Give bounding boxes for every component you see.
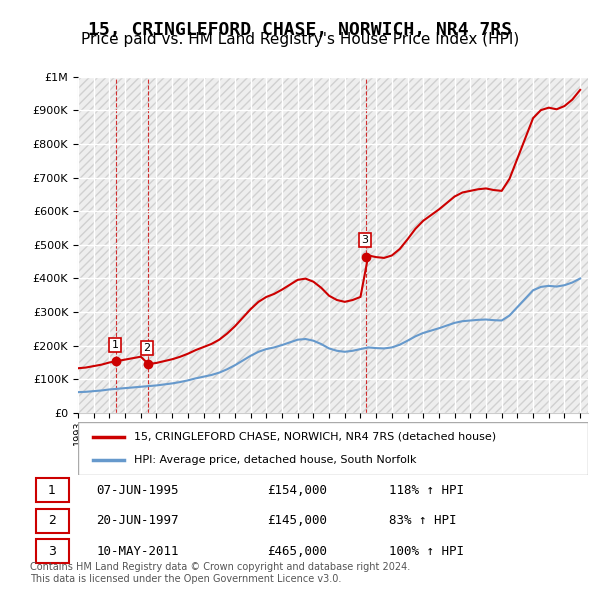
Text: 2: 2 <box>143 343 151 353</box>
FancyBboxPatch shape <box>35 509 68 533</box>
Text: 15, CRINGLEFORD CHASE, NORWICH, NR4 7RS: 15, CRINGLEFORD CHASE, NORWICH, NR4 7RS <box>88 21 512 39</box>
FancyBboxPatch shape <box>35 539 68 563</box>
Text: Price paid vs. HM Land Registry's House Price Index (HPI): Price paid vs. HM Land Registry's House … <box>81 32 519 47</box>
Text: 1: 1 <box>48 484 56 497</box>
Text: Contains HM Land Registry data © Crown copyright and database right 2024.
This d: Contains HM Land Registry data © Crown c… <box>30 562 410 584</box>
Text: 15, CRINGLEFORD CHASE, NORWICH, NR4 7RS (detached house): 15, CRINGLEFORD CHASE, NORWICH, NR4 7RS … <box>134 432 496 442</box>
Text: 3: 3 <box>361 235 368 245</box>
FancyBboxPatch shape <box>78 422 588 475</box>
Text: 100% ↑ HPI: 100% ↑ HPI <box>389 545 464 558</box>
Text: 3: 3 <box>48 545 56 558</box>
Text: 1: 1 <box>112 340 119 350</box>
Text: £145,000: £145,000 <box>268 514 328 527</box>
Text: 07-JUN-1995: 07-JUN-1995 <box>96 484 179 497</box>
Text: 118% ↑ HPI: 118% ↑ HPI <box>389 484 464 497</box>
FancyBboxPatch shape <box>35 478 68 502</box>
Text: 2: 2 <box>48 514 56 527</box>
Text: 83% ↑ HPI: 83% ↑ HPI <box>389 514 457 527</box>
Text: 20-JUN-1997: 20-JUN-1997 <box>96 514 179 527</box>
Text: HPI: Average price, detached house, South Norfolk: HPI: Average price, detached house, Sout… <box>134 455 416 465</box>
Text: £465,000: £465,000 <box>268 545 328 558</box>
Text: £154,000: £154,000 <box>268 484 328 497</box>
Text: 10-MAY-2011: 10-MAY-2011 <box>96 545 179 558</box>
